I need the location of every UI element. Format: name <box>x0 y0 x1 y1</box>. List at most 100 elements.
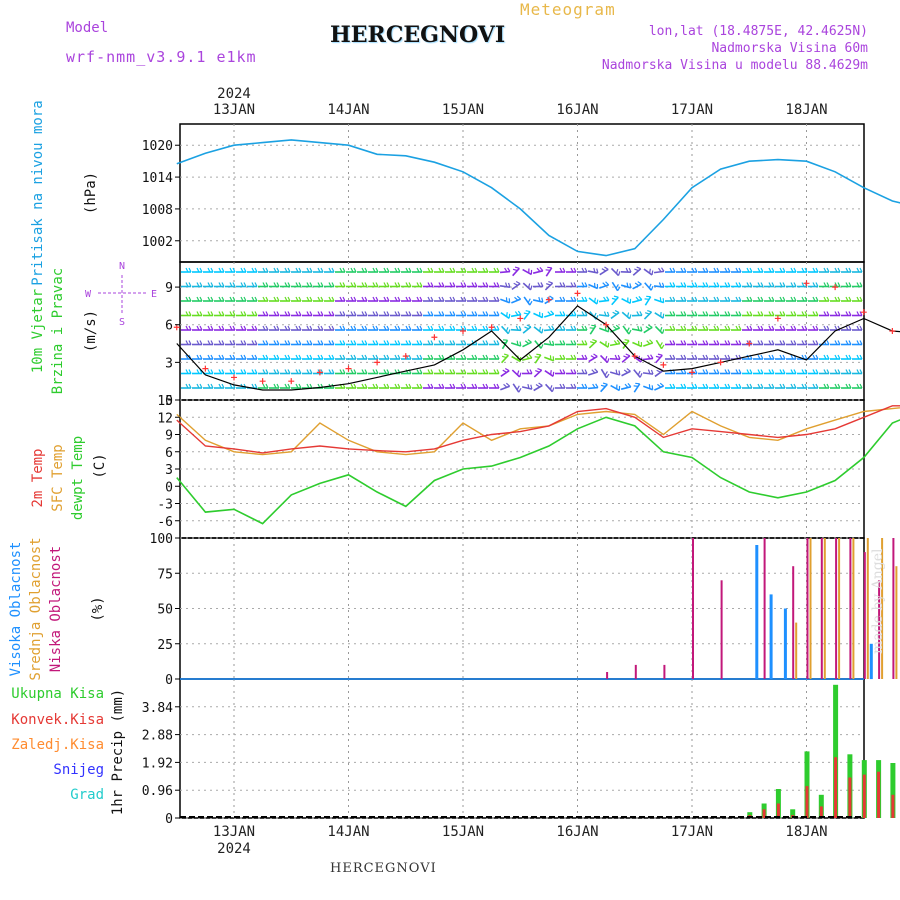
wind-barb-flag <box>251 282 255 287</box>
wind-barb <box>698 383 709 389</box>
wind-barb-flag <box>804 296 808 302</box>
wind-barb-flag <box>452 383 456 389</box>
wind-barb-flag <box>210 267 214 273</box>
wind-barb-flag <box>501 355 507 359</box>
wind-barb <box>379 340 390 346</box>
wind-barb-flag <box>845 296 849 302</box>
wind-barb <box>379 383 390 389</box>
wind-barb-flag <box>265 354 269 360</box>
wind-barb-flag <box>793 296 797 302</box>
wind-barb-flag <box>552 356 555 361</box>
wind-barb-flag <box>287 383 291 389</box>
wind-barb-flag <box>529 300 533 306</box>
cloud-high-bar <box>783 608 787 679</box>
wind-barb-flag <box>218 354 222 360</box>
wind-barb-flag <box>834 296 838 302</box>
wind-barb-flag <box>757 282 761 287</box>
wind-barb <box>775 296 786 302</box>
wind-barb-flag <box>626 282 629 288</box>
wind-barb-flag <box>648 324 653 328</box>
wind-barb <box>633 369 643 378</box>
wind-barb-flag <box>672 354 676 360</box>
wind-barb-flag <box>570 369 574 374</box>
rh-mark <box>488 324 495 331</box>
wind-barb-flag <box>812 369 816 374</box>
wind-barb-flag <box>199 311 203 316</box>
wind-barb-flag <box>482 369 486 374</box>
wind-barb-flag <box>416 296 420 302</box>
wind-barb-flag <box>548 280 553 284</box>
wind-barb-flag <box>815 311 819 316</box>
wind-barb-flag <box>221 325 225 331</box>
wind-barb-flag <box>243 354 247 360</box>
wind-barb-flag <box>394 354 398 360</box>
wind-barb-flag <box>768 296 772 302</box>
wind-barb <box>225 296 236 302</box>
rh-mark <box>517 315 524 322</box>
wind-barb <box>775 325 786 331</box>
wind-barb <box>181 340 192 346</box>
wind-barb <box>225 369 236 375</box>
wind-barb <box>852 354 863 360</box>
wind-barb-flag <box>284 282 288 287</box>
wind-barb-flag <box>534 356 540 358</box>
wind-barb-flag <box>350 311 354 316</box>
wind-barb-shaft <box>633 383 641 393</box>
cloud-unit: (%) <box>90 596 106 621</box>
y-tick-label: 100 <box>150 532 173 547</box>
wind-barb <box>852 340 863 346</box>
wind-barb <box>313 340 324 346</box>
wind-barb-flag <box>284 311 288 316</box>
date-label-bottom: 14JAN <box>327 824 369 840</box>
wind-barb-flag <box>628 329 632 335</box>
date-label-bottom: 15JAN <box>442 824 484 840</box>
y-tick-label: 1008 <box>142 203 173 218</box>
wind-barb-flag <box>419 311 423 316</box>
wind-barb <box>467 311 478 317</box>
wind-barb-flag <box>790 325 794 331</box>
wind-barb-flag <box>683 311 687 316</box>
wind-barb-flag <box>514 311 519 316</box>
wind-barb <box>346 354 357 360</box>
wind-barb-flag <box>493 296 497 302</box>
wind-barb-flag <box>593 312 597 318</box>
wind-barb-flag <box>517 310 522 316</box>
wind-barb <box>610 309 620 320</box>
wind-barb-flag <box>232 369 236 374</box>
wind-barb-flag <box>760 282 764 287</box>
wind-barb-flag <box>320 340 324 345</box>
rh-mark <box>316 369 323 376</box>
wind-barb-flag <box>405 325 409 331</box>
wind-barb <box>775 383 786 389</box>
wind-barb <box>445 296 456 302</box>
wind-barb <box>192 383 203 389</box>
cloud-mid-bar <box>881 538 884 679</box>
wind-barb <box>676 325 687 331</box>
wind-barb-flag <box>284 340 288 345</box>
wind-barb-flag <box>573 311 577 316</box>
y-tick-label: 3 <box>165 463 173 478</box>
wind-barb-flag <box>218 369 222 374</box>
wind-barb-flag <box>536 353 541 356</box>
wind-barb-flag <box>298 311 302 316</box>
wind-barb-flag <box>779 369 783 374</box>
rh-mark <box>231 374 237 381</box>
wind-barb-flag <box>339 325 343 331</box>
panel-frame-1 <box>179 123 865 263</box>
wind-barb <box>401 325 412 331</box>
wind-barb-flag <box>658 267 662 273</box>
wind-barb-flag <box>408 296 412 302</box>
wind-barb <box>609 354 621 361</box>
wind-barb-flag <box>716 311 720 316</box>
wind-barb-flag <box>606 373 610 379</box>
wind-barb-flag <box>617 354 621 360</box>
wind-barb <box>434 311 445 317</box>
wind-barb-shaft <box>532 270 544 274</box>
wind-barb-flag <box>845 267 849 273</box>
wind-barb <box>577 296 588 302</box>
wind-barb <box>258 325 269 331</box>
wind-barb-shaft <box>511 355 521 363</box>
wind-barb-flag <box>254 311 258 316</box>
wind-barb-flag <box>452 369 456 374</box>
wind-barb-flag <box>812 311 816 316</box>
